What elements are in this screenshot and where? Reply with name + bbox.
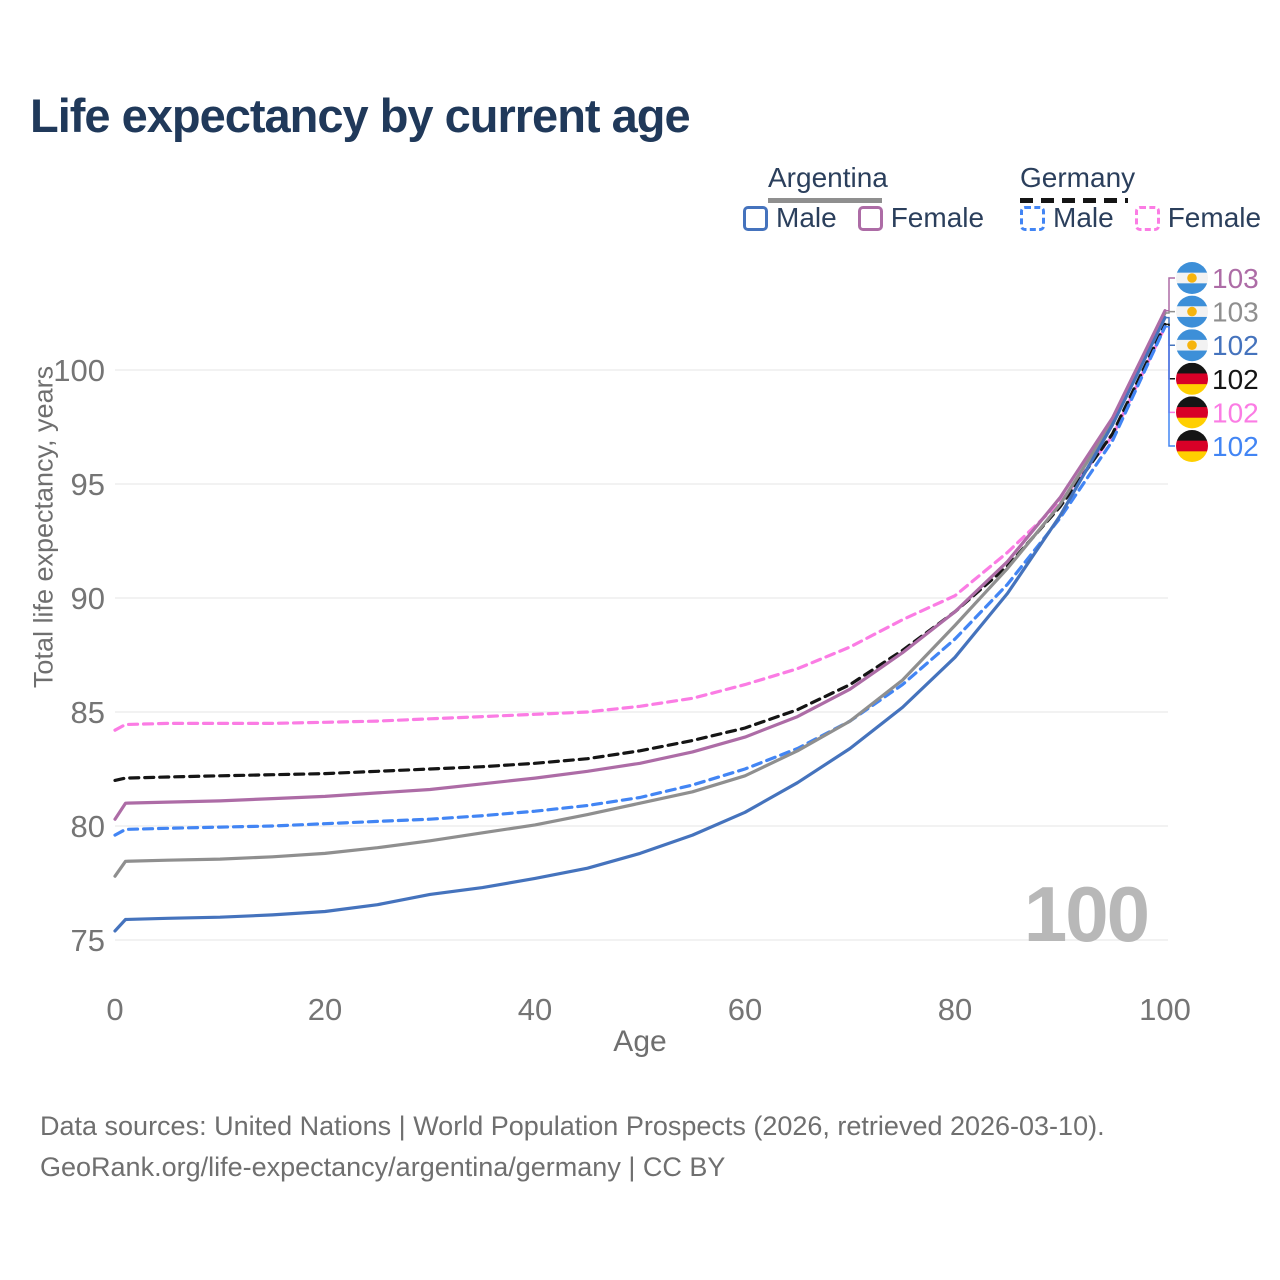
hovered-age-watermark: 100 xyxy=(1024,870,1148,958)
legend-items-argentina: Male Female xyxy=(743,202,1005,234)
endpoint-connector-de_male xyxy=(1165,325,1175,447)
x-tick-80: 80 xyxy=(938,992,972,1027)
argentina-male-swatch[interactable] xyxy=(743,205,768,231)
attribution-text: GeoRank.org/life-expectancy/argentina/ge… xyxy=(40,1152,726,1182)
series-de_male[interactable] xyxy=(113,325,1167,837)
legend-item-label: Female xyxy=(890,202,985,233)
germany-dashed-line-sample xyxy=(1020,198,1128,203)
page-title: Life expectancy by current age xyxy=(30,89,691,142)
y-tick-90: 90 xyxy=(71,581,105,616)
argentina-solid-line-sample xyxy=(768,198,882,203)
legend-item-argentina-female[interactable]: Female xyxy=(857,202,985,234)
x-tick-40: 40 xyxy=(518,992,552,1027)
endpoint-value-de_male: 102 xyxy=(1212,431,1259,462)
legend-item-label: Male xyxy=(776,202,837,233)
x-tick-20: 20 xyxy=(308,992,342,1027)
endpoint-value-ar_female: 103 xyxy=(1212,263,1259,294)
x-tick-0: 0 xyxy=(106,992,123,1027)
endpoint-value-de_female: 102 xyxy=(1212,397,1259,428)
endpoint-connector-ar_both xyxy=(1165,310,1175,314)
germany-flag-icon xyxy=(1176,362,1208,395)
data-sources-text: Data sources: United Nations | World Pop… xyxy=(40,1111,1105,1141)
y-tick-95: 95 xyxy=(71,467,105,502)
legend-items-germany: Male Female xyxy=(1020,202,1280,234)
germany-flag-icon xyxy=(1176,430,1208,462)
series-ar_female[interactable] xyxy=(113,309,1167,821)
legend-item-argentina-male[interactable]: Male xyxy=(743,202,837,234)
y-tick-80: 80 xyxy=(71,809,105,844)
legend-country-argentina[interactable]: Argentina xyxy=(768,162,888,203)
legend-country-germany-label: Germany xyxy=(1020,162,1136,193)
endpoint-value-ar_male: 102 xyxy=(1212,330,1259,361)
legend-item-label: Male xyxy=(1053,202,1114,233)
legend-country-germany[interactable]: Germany xyxy=(1020,162,1135,203)
argentina-female-swatch[interactable] xyxy=(857,205,883,231)
series-de_both[interactable] xyxy=(113,322,1167,782)
endpoint-connector-ar_male xyxy=(1165,316,1175,346)
y-axis-title: Total life expectancy, years xyxy=(28,365,59,689)
legend-item-label: Female xyxy=(1167,202,1262,233)
endpoint-connector-ar_female xyxy=(1165,277,1175,312)
germany-male-swatch[interactable] xyxy=(1020,205,1045,231)
legend-item-germany-male[interactable]: Male xyxy=(1020,202,1114,234)
y-tick-85: 85 xyxy=(71,695,105,730)
legend-country-argentina-label: Argentina xyxy=(768,162,888,193)
endpoint-value-de_both: 102 xyxy=(1212,364,1259,395)
germany-female-swatch[interactable] xyxy=(1134,205,1160,231)
x-tick-100: 100 xyxy=(1139,992,1191,1027)
endpoint-value-ar_both: 103 xyxy=(1212,297,1259,328)
series-ar_both[interactable] xyxy=(113,311,1167,878)
germany-flag-icon xyxy=(1176,396,1208,429)
argentina-flag-icon xyxy=(1176,329,1208,362)
y-tick-75: 75 xyxy=(71,923,105,958)
argentina-flag-icon xyxy=(1176,295,1208,328)
footer: Data sources: United Nations | World Pop… xyxy=(40,1106,1105,1188)
legend-item-germany-female[interactable]: Female xyxy=(1134,202,1262,234)
series-ar_male[interactable] xyxy=(113,316,1167,933)
x-tick-60: 60 xyxy=(728,992,762,1027)
x-axis-title: Age xyxy=(613,1025,667,1058)
y-tick-100: 100 xyxy=(53,353,105,388)
series-de_female[interactable] xyxy=(113,325,1167,732)
argentina-flag-icon xyxy=(1176,262,1208,294)
